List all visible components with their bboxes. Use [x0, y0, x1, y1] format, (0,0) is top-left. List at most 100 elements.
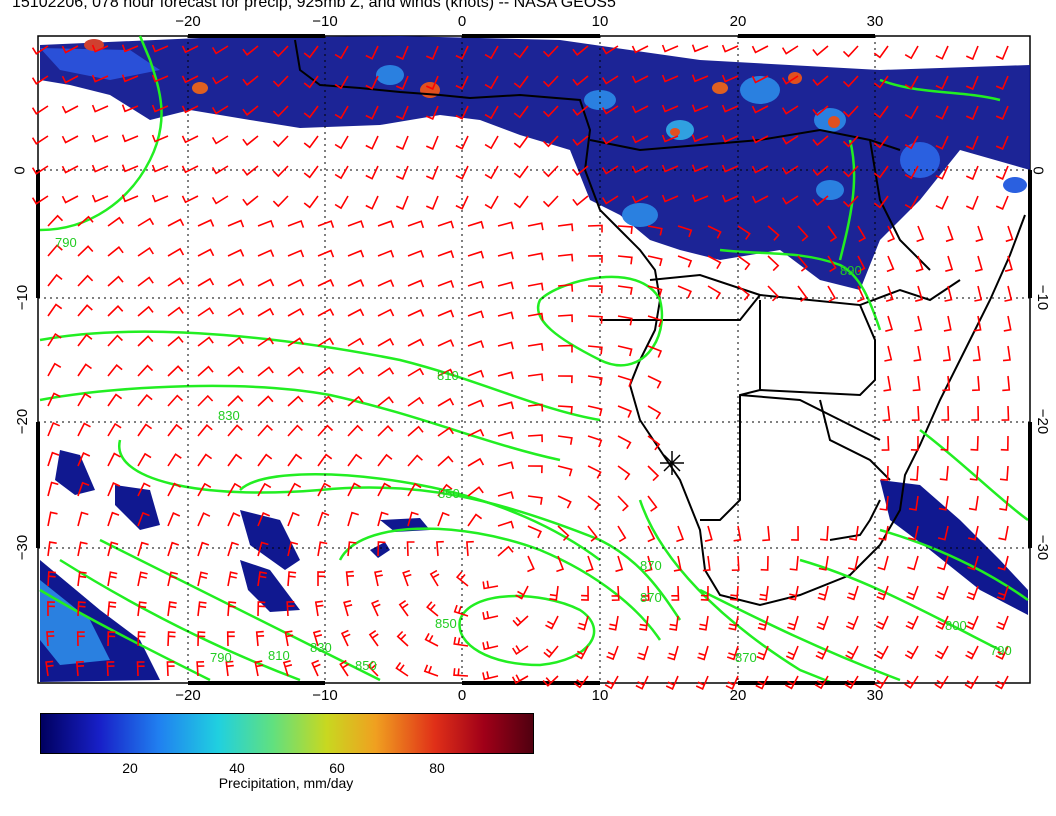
wind-barb	[781, 45, 799, 55]
wind-barb	[556, 555, 565, 573]
wind-barb	[721, 134, 739, 143]
wind-barb	[77, 392, 92, 407]
wind-barb	[617, 345, 633, 357]
wind-barb	[425, 45, 439, 60]
wind-barb	[467, 369, 485, 378]
wind-barb	[912, 375, 921, 392]
wind-barb	[377, 367, 395, 377]
lat-tick-right: 0	[1029, 166, 1047, 175]
wind-barb	[938, 495, 949, 511]
wind-barb	[76, 631, 85, 647]
wind-barb	[77, 511, 89, 527]
wind-barb	[314, 600, 324, 617]
wind-barb	[815, 645, 829, 660]
wind-barb	[437, 397, 455, 407]
wind-barb	[601, 105, 619, 115]
wind-barb	[601, 75, 619, 85]
colorbar-tick: 40	[229, 760, 245, 776]
wind-barb	[513, 45, 529, 59]
wind-barb	[945, 225, 954, 243]
wind-barb	[287, 307, 305, 317]
wind-barb	[167, 218, 185, 227]
wind-barb	[557, 495, 572, 509]
wind-barb	[167, 512, 181, 527]
wind-barb	[46, 630, 55, 647]
wind-barb	[77, 422, 91, 437]
wind-barb	[557, 253, 574, 262]
wind-barb	[77, 245, 94, 257]
wind-barb	[340, 629, 351, 647]
wind-barb	[137, 246, 154, 257]
wind-barb	[395, 135, 409, 150]
contour-label: 800	[945, 618, 967, 633]
wind-barb	[965, 645, 979, 660]
wind-barb	[181, 195, 199, 204]
wind-barb	[617, 525, 627, 543]
wind-barb	[587, 315, 603, 324]
wind-barb	[968, 495, 979, 511]
wind-barb	[453, 604, 469, 617]
wind-barb	[704, 525, 713, 542]
contour-label: 870	[735, 650, 757, 665]
wind-barb	[166, 661, 175, 677]
wind-barb	[377, 337, 395, 347]
wind-barb	[347, 482, 361, 497]
wind-barb	[107, 452, 121, 467]
wind-barb	[572, 45, 589, 57]
wind-barb	[846, 585, 859, 601]
wind-barb	[877, 555, 889, 571]
wind-barb	[999, 465, 1009, 481]
wind-barb	[641, 585, 650, 601]
wind-barb	[702, 555, 711, 572]
colorbar-tick: 20	[122, 760, 138, 776]
wind-barb	[407, 511, 419, 527]
wind-barb	[211, 45, 229, 55]
wind-barb	[136, 661, 145, 677]
wind-barb	[47, 481, 59, 497]
wind-barb	[880, 465, 889, 481]
wind-barb	[255, 630, 265, 647]
wind-barb	[970, 435, 979, 451]
wind-barb	[107, 393, 123, 407]
wind-barb	[617, 495, 629, 512]
wind-barb	[691, 104, 709, 113]
wind-barb	[885, 315, 894, 332]
wind-barb	[61, 195, 79, 204]
wind-barb	[965, 195, 979, 211]
wind-barb	[287, 219, 305, 228]
wind-barb	[587, 525, 598, 542]
contour-label: 790	[210, 650, 232, 665]
wind-barb	[196, 661, 205, 677]
wind-barb	[812, 45, 829, 57]
wind-barb	[759, 585, 769, 601]
wind-barb	[227, 512, 241, 527]
wind-barb	[996, 615, 1009, 631]
wind-barb	[887, 225, 896, 243]
wind-barb	[542, 45, 559, 58]
wind-barb	[137, 452, 152, 467]
wind-barb	[557, 375, 573, 384]
wind-barb	[334, 105, 349, 120]
wind-barb	[257, 541, 269, 557]
wind-barb	[91, 194, 109, 203]
wind-barb	[317, 571, 326, 586]
wind-barb	[407, 396, 424, 407]
wind-barb	[47, 571, 56, 587]
wind-barb	[257, 571, 268, 587]
wind-barb	[31, 45, 49, 55]
wind-barb	[137, 217, 155, 227]
wind-barb	[347, 424, 364, 437]
lon-tick-top: −10	[312, 13, 338, 30]
wind-barb	[631, 45, 649, 54]
wind-barb	[77, 571, 87, 587]
wind-barb	[667, 645, 679, 661]
wind-barb	[197, 307, 215, 317]
wind-barb	[557, 344, 573, 353]
wind-barb	[424, 633, 439, 647]
wind-barb	[395, 662, 409, 677]
wind-barb	[334, 195, 349, 210]
wind-barb	[971, 405, 980, 421]
wind-barb	[604, 675, 619, 690]
wind-barb	[513, 75, 529, 89]
wind-barb	[615, 555, 624, 573]
